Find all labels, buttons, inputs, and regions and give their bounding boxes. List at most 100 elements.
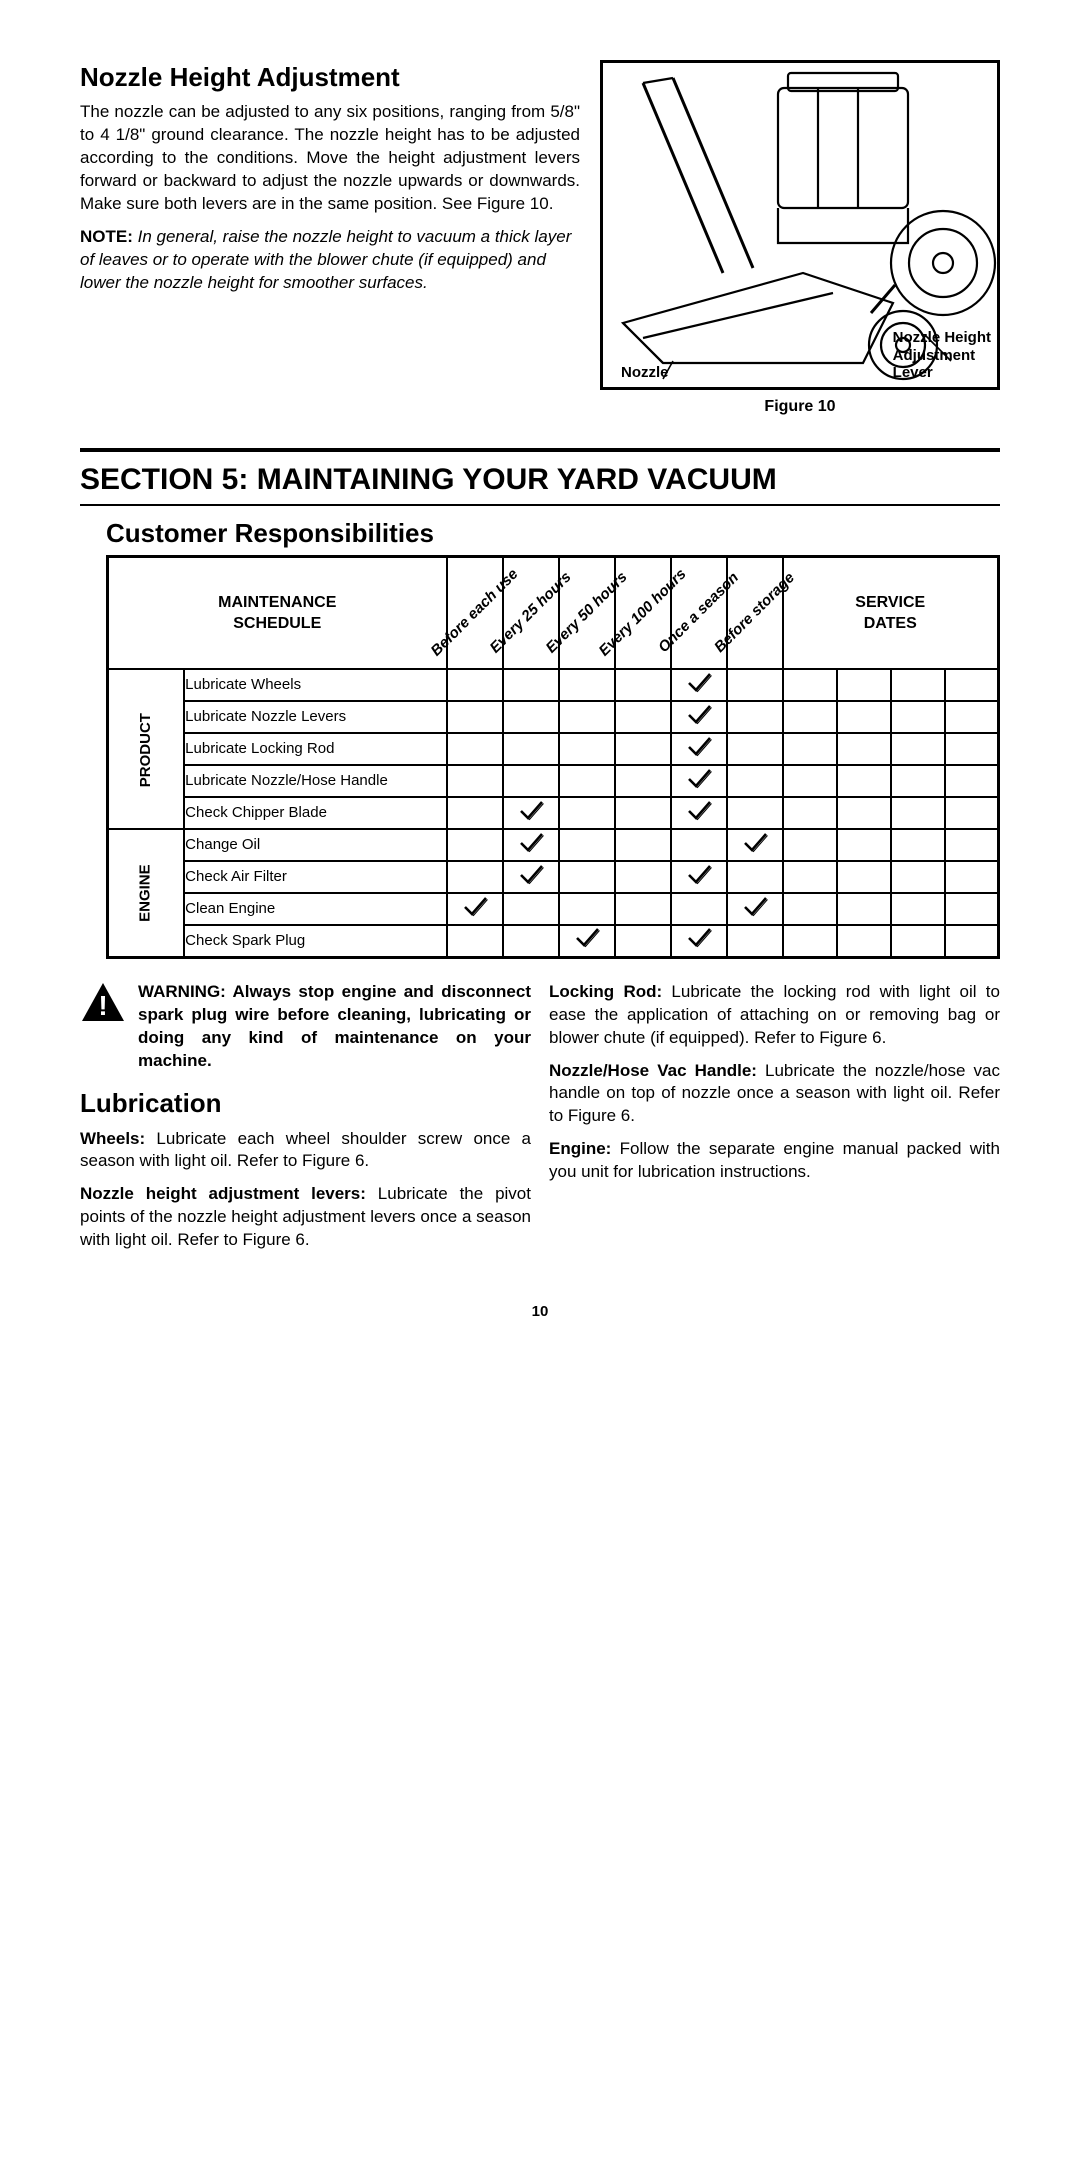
lub-engine: Engine: Follow the separate engine manua… bbox=[549, 1138, 1000, 1184]
check-cell bbox=[503, 701, 559, 733]
check-cell bbox=[615, 925, 671, 957]
service-date-cell bbox=[783, 925, 837, 957]
nozzle-paragraph: The nozzle can be adjusted to any six po… bbox=[80, 101, 580, 216]
check-cell bbox=[727, 829, 783, 861]
service-date-cell bbox=[945, 765, 999, 797]
service-date-cell bbox=[783, 829, 837, 861]
check-cell bbox=[447, 829, 503, 861]
warning-block: ! WARNING: Always stop engine and discon… bbox=[80, 981, 531, 1073]
check-cell bbox=[447, 893, 503, 925]
check-cell bbox=[559, 733, 615, 765]
service-date-cell bbox=[783, 893, 837, 925]
check-cell bbox=[615, 829, 671, 861]
check-cell bbox=[671, 733, 727, 765]
task-cell: Lubricate Nozzle Levers bbox=[184, 701, 446, 733]
task-cell: Lubricate Locking Rod bbox=[184, 733, 446, 765]
check-cell bbox=[727, 893, 783, 925]
task-cell: Change Oil bbox=[184, 829, 446, 861]
check-cell bbox=[503, 893, 559, 925]
service-date-cell bbox=[783, 861, 837, 893]
check-cell bbox=[727, 797, 783, 829]
check-cell bbox=[447, 701, 503, 733]
check-cell bbox=[447, 733, 503, 765]
figure-label-nozzle: Nozzle bbox=[621, 364, 669, 381]
warning-triangle-icon: ! bbox=[80, 981, 126, 1023]
service-date-cell bbox=[837, 829, 891, 861]
figure-label-lever: Nozzle Height Adjustment Lever bbox=[893, 329, 991, 381]
warning-label: WARNING: bbox=[138, 982, 226, 1001]
check-cell bbox=[503, 733, 559, 765]
service-date-cell bbox=[837, 893, 891, 925]
service-date-cell bbox=[783, 701, 837, 733]
table-row: Lubricate Nozzle/Hose Handle bbox=[108, 765, 999, 797]
service-date-cell bbox=[783, 765, 837, 797]
check-cell bbox=[503, 925, 559, 957]
service-date-cell bbox=[891, 701, 945, 733]
check-cell bbox=[671, 765, 727, 797]
check-cell bbox=[615, 765, 671, 797]
lub-rod: Locking Rod: Lubricate the locking rod w… bbox=[549, 981, 1000, 1050]
check-cell bbox=[615, 797, 671, 829]
hdr-once-season: Once a season bbox=[671, 557, 727, 670]
service-date-cell bbox=[945, 733, 999, 765]
note-body: In general, raise the nozzle height to v… bbox=[80, 227, 571, 292]
svg-text:!: ! bbox=[98, 990, 107, 1021]
lub-handle: Nozzle/Hose Vac Handle: Lubricate the no… bbox=[549, 1060, 1000, 1129]
hdr-before-storage: Before storage bbox=[727, 557, 783, 670]
task-cell: Check Chipper Blade bbox=[184, 797, 446, 829]
task-cell: Clean Engine bbox=[184, 893, 446, 925]
check-cell bbox=[447, 861, 503, 893]
right-column: Locking Rod: Lubricate the locking rod w… bbox=[549, 981, 1000, 1263]
service-date-cell bbox=[891, 733, 945, 765]
check-cell bbox=[615, 669, 671, 701]
lub-wheels: Wheels: Lubricate each wheel shoulder sc… bbox=[80, 1128, 531, 1174]
service-date-cell bbox=[945, 829, 999, 861]
check-cell bbox=[559, 861, 615, 893]
group-label-product: PRODUCT bbox=[108, 669, 185, 829]
check-cell bbox=[559, 701, 615, 733]
table-header-row: MAINTENANCE SCHEDULE Before each use Eve… bbox=[108, 557, 999, 670]
nozzle-note: NOTE: In general, raise the nozzle heigh… bbox=[80, 226, 580, 295]
check-cell bbox=[559, 797, 615, 829]
table-row: ENGINEChange Oil bbox=[108, 829, 999, 861]
check-cell bbox=[727, 765, 783, 797]
table-row: Check Air Filter bbox=[108, 861, 999, 893]
table-row: Lubricate Locking Rod bbox=[108, 733, 999, 765]
service-date-cell bbox=[945, 797, 999, 829]
service-date-cell bbox=[945, 701, 999, 733]
service-date-cell bbox=[891, 925, 945, 957]
check-cell bbox=[559, 765, 615, 797]
figure-caption: Figure 10 bbox=[600, 396, 1000, 418]
check-cell bbox=[503, 861, 559, 893]
table-row: Check Chipper Blade bbox=[108, 797, 999, 829]
check-cell bbox=[447, 669, 503, 701]
warning-text: WARNING: Always stop engine and disconne… bbox=[138, 981, 531, 1073]
maintenance-schedule-table: MAINTENANCE SCHEDULE Before each use Eve… bbox=[106, 555, 1000, 959]
divider-thin bbox=[80, 504, 1000, 506]
left-column: ! WARNING: Always stop engine and discon… bbox=[80, 981, 531, 1263]
check-cell bbox=[615, 861, 671, 893]
service-date-cell bbox=[891, 797, 945, 829]
task-cell: Lubricate Wheels bbox=[184, 669, 446, 701]
service-date-cell bbox=[945, 925, 999, 957]
table-row: Clean Engine bbox=[108, 893, 999, 925]
customer-responsibilities-title: Customer Responsibilities bbox=[106, 516, 1000, 551]
lubrication-title: Lubrication bbox=[80, 1086, 531, 1121]
check-cell bbox=[727, 861, 783, 893]
check-cell bbox=[447, 797, 503, 829]
service-date-cell bbox=[891, 829, 945, 861]
check-cell bbox=[671, 669, 727, 701]
service-date-cell bbox=[891, 861, 945, 893]
task-cell: Check Spark Plug bbox=[184, 925, 446, 957]
table-row: PRODUCTLubricate Wheels bbox=[108, 669, 999, 701]
service-date-cell bbox=[837, 797, 891, 829]
check-cell bbox=[447, 925, 503, 957]
check-cell bbox=[615, 893, 671, 925]
page-number: 10 bbox=[80, 1302, 1000, 1322]
service-date-cell bbox=[891, 893, 945, 925]
check-cell bbox=[671, 893, 727, 925]
service-date-cell bbox=[891, 669, 945, 701]
check-cell bbox=[671, 797, 727, 829]
service-date-cell bbox=[783, 733, 837, 765]
divider-thick bbox=[80, 448, 1000, 452]
